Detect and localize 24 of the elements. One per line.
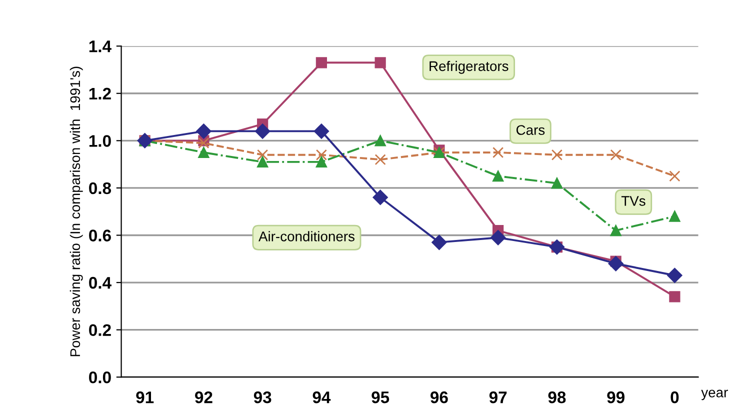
- y-tick-label: 0.0: [89, 372, 111, 384]
- series-label: Cars: [516, 125, 545, 135]
- y-tick-label: 0.8: [89, 182, 112, 194]
- x-tick-label: 94: [312, 391, 331, 404]
- x-tick-label: 91: [136, 391, 154, 404]
- series-label: TVs: [621, 196, 646, 206]
- y-tick-label: 0.6: [89, 230, 111, 242]
- x-axis-title: year: [701, 390, 728, 400]
- y-tick-label: 1.4: [89, 40, 112, 52]
- x-tick-label: 98: [548, 391, 566, 404]
- y-tick-label: 1.0: [89, 135, 111, 147]
- x-tick-label: 96: [430, 391, 448, 404]
- x-tick-label: 99: [607, 391, 624, 404]
- y-tick-label: 0.4: [89, 276, 112, 289]
- text: Refrigerators: [430, 60, 508, 74]
- y-tick-label: 1.2: [89, 88, 111, 100]
- x-tick-label: 97: [489, 391, 507, 404]
- x-tick-label: 95: [372, 391, 390, 404]
- x-tick-label: 92: [195, 391, 212, 404]
- y-axis-title: Power saving ratio (In comparison with 1991's): [70, 66, 83, 356]
- x-tick-label: 93: [254, 391, 272, 404]
- y-tick-label: 0.2: [89, 324, 111, 336]
- x-tick-label: 0: [670, 391, 679, 404]
- text: Air-conditioners: [258, 231, 354, 242]
